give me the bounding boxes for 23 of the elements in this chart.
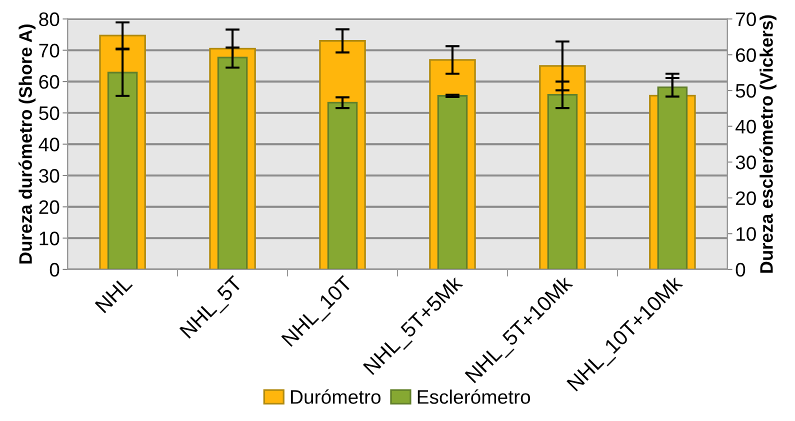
y2-axis-title: Dureza esclerómetro (Vickers) — [759, 15, 776, 273]
y-tick-label: 30 — [39, 168, 60, 183]
x-tick-label: NHL — [94, 275, 133, 314]
legend-label: Durómetro — [291, 389, 380, 404]
y-tick-label: 0 — [50, 262, 60, 277]
y2-tick-label: 70 — [736, 12, 756, 26]
y2-tick-label: 10 — [736, 227, 756, 241]
y-tick-label: 50 — [39, 106, 60, 120]
y-tick-label: 40 — [38, 138, 60, 152]
y2-tick-label: 20 — [736, 191, 756, 206]
y-tick-label: 20 — [39, 200, 60, 214]
bar — [327, 102, 358, 270]
y-tick-label: 10 — [40, 232, 60, 246]
y2-tick-label: 60 — [736, 48, 756, 62]
y-axis-title: Dureza durómetro (Shore A) — [18, 24, 36, 264]
y2-tick-label: 30 — [736, 156, 756, 170]
y-tick-label: 80 — [39, 12, 60, 26]
legend-label: Esclerómetro — [418, 389, 530, 404]
y2-tick-label: 50 — [736, 84, 756, 98]
y-tick-label: 70 — [39, 44, 60, 58]
y2-tick-label: 0 — [736, 262, 746, 277]
y-tick-label: 60 — [39, 75, 60, 89]
y2-tick-label: 40 — [736, 120, 756, 134]
